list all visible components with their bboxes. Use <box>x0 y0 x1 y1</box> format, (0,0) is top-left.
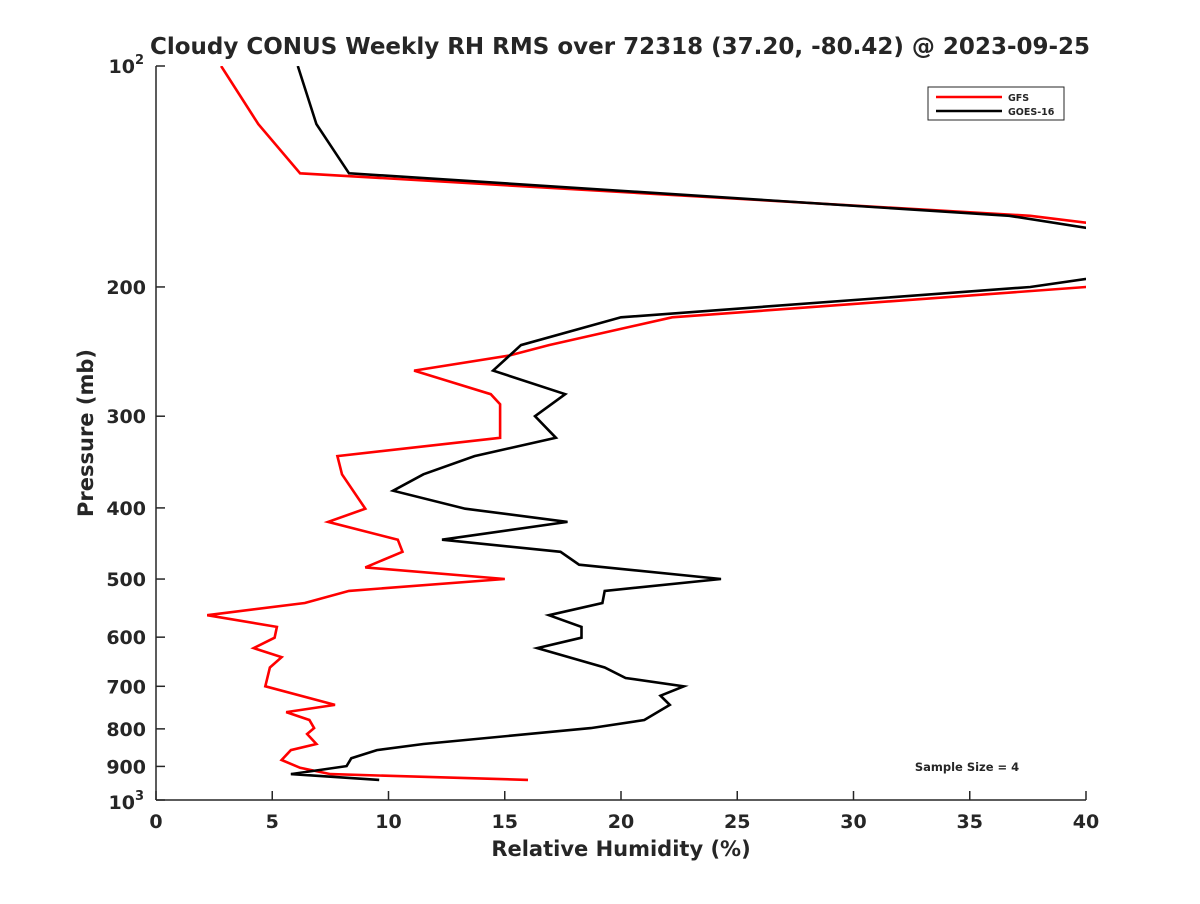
x-tick-label: 15 <box>492 811 518 833</box>
y-tick-label: 300 <box>106 406 146 428</box>
y-tick-label: 200 <box>106 277 146 299</box>
legend-label: GFS <box>1008 93 1029 104</box>
y-tick-label: 400 <box>106 498 146 520</box>
y-tick-label: 900 <box>106 756 146 778</box>
y-axis-label: Pressure (mb) <box>74 349 98 517</box>
series-line-gfs <box>206 66 1086 782</box>
x-tick-label: 10 <box>375 811 401 833</box>
legend: GFS GOES-16 <box>927 86 1065 121</box>
chart-title: Cloudy CONUS Weekly RH RMS over 72318 (3… <box>150 34 1090 60</box>
x-tick-label: 35 <box>957 811 983 833</box>
y-tick-label: 500 <box>106 569 146 591</box>
x-tick-label: 40 <box>1073 811 1099 833</box>
x-tick-label: 0 <box>149 811 162 833</box>
y-tick-label: 700 <box>106 676 146 698</box>
y-tick-label: 800 <box>106 719 146 741</box>
y-tick-label-power: 103 <box>109 789 145 814</box>
x-axis-label: Relative Humidity (%) <box>491 837 750 861</box>
legend-label: GOES-16 <box>1008 107 1055 118</box>
x-tick-label: 30 <box>840 811 866 833</box>
x-tick-label: 5 <box>266 811 279 833</box>
sample-size-annotation: Sample Size = 4 <box>915 760 1019 774</box>
series-line-goes-16 <box>290 66 1086 782</box>
y-tick-label: 600 <box>106 627 146 649</box>
x-tick-label: 25 <box>724 811 750 833</box>
y-tick-label-power: 102 <box>109 53 145 78</box>
x-tick-label: 20 <box>608 811 634 833</box>
